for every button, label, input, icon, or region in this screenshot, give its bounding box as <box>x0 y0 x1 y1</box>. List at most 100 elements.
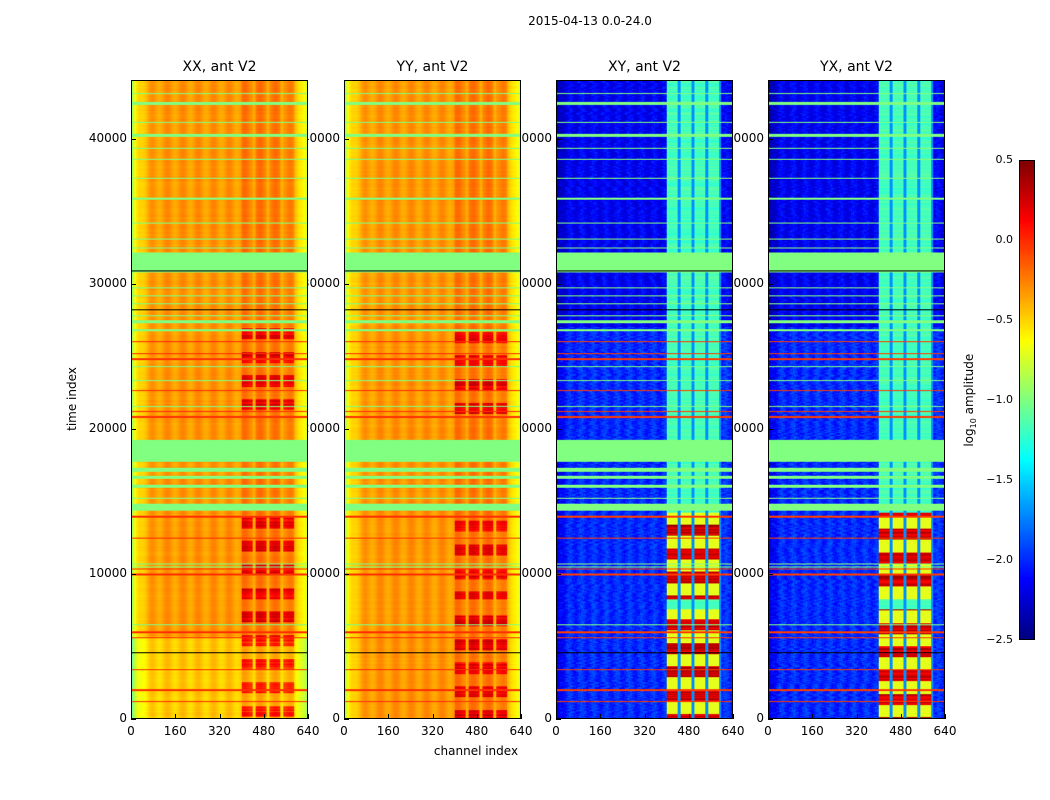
x-tick-mark <box>945 714 946 719</box>
heatmap-xx <box>131 80 308 719</box>
y-tick-label: 40000 <box>88 131 127 145</box>
y-tick-label: 10000 <box>513 566 552 580</box>
x-tick-label: 0 <box>340 724 348 738</box>
x-tick-mark <box>388 714 390 719</box>
y-tick-label: 10000 <box>301 566 340 580</box>
y-tick-mark <box>768 139 773 140</box>
colorbar <box>1019 160 1035 640</box>
y-tick-label: 40000 <box>725 131 764 145</box>
y-tick-label: 0 <box>756 711 764 725</box>
x-tick-label: 320 <box>421 724 444 738</box>
x-tick-mark <box>812 714 814 719</box>
y-tick-mark <box>131 719 136 720</box>
x-tick-mark <box>900 714 902 719</box>
y-tick-mark <box>344 139 349 140</box>
x-axis-label: channel index <box>433 744 519 758</box>
y-tick-label: 40000 <box>513 131 552 145</box>
y-tick-label: 0 <box>332 711 340 725</box>
y-tick-label: 30000 <box>301 276 340 290</box>
y-tick-mark <box>131 284 136 285</box>
x-tick-mark <box>175 714 177 719</box>
panel-title: YX, ant V2 <box>820 59 893 75</box>
x-tick-label: 160 <box>800 724 824 738</box>
y-tick-mark <box>131 574 136 575</box>
panel-title: XY, ant V2 <box>608 59 681 75</box>
x-tick-mark <box>131 714 132 719</box>
colorbar-tick-label: 0.5 <box>995 153 1014 166</box>
y-tick-label: 20000 <box>88 421 127 435</box>
x-tick-mark <box>556 714 557 719</box>
y-tick-mark <box>556 429 561 430</box>
x-tick-mark <box>521 714 522 719</box>
y-tick-label: 0 <box>544 711 552 725</box>
colorbar-tick-label: −2.0 <box>986 553 1013 566</box>
heatmap-yx <box>768 80 945 719</box>
x-tick-label: 160 <box>163 724 187 738</box>
x-tick-label: 640 <box>296 724 320 738</box>
x-tick-mark <box>856 714 858 719</box>
y-tick-mark <box>131 139 136 140</box>
y-tick-label: 20000 <box>301 421 340 435</box>
x-tick-mark <box>733 714 734 719</box>
x-tick-label: 480 <box>465 724 489 738</box>
x-tick-label: 480 <box>889 724 913 738</box>
y-tick-label: 30000 <box>88 276 127 290</box>
y-tick-label: 20000 <box>725 421 764 435</box>
y-tick-mark <box>768 574 773 575</box>
y-tick-label: 0 <box>119 711 127 725</box>
x-tick-label: 480 <box>677 724 701 738</box>
y-tick-mark <box>768 284 773 285</box>
x-tick-mark <box>768 714 769 719</box>
y-tick-mark <box>768 719 773 720</box>
x-tick-label: 0 <box>552 724 560 738</box>
y-tick-mark <box>768 429 773 430</box>
x-tick-mark <box>476 714 478 719</box>
y-tick-label: 10000 <box>88 566 127 580</box>
y-tick-label: 30000 <box>513 276 552 290</box>
x-tick-label: 640 <box>933 724 957 738</box>
x-tick-label: 640 <box>509 724 533 738</box>
figure-title: 2015-04-13 0.0-24.0 <box>528 14 652 28</box>
y-tick-mark <box>344 429 349 430</box>
y-tick-label: 40000 <box>301 131 340 145</box>
y-tick-label: 20000 <box>513 421 552 435</box>
x-tick-label: 320 <box>845 724 868 738</box>
y-tick-mark <box>556 574 561 575</box>
x-tick-mark <box>644 714 646 719</box>
x-tick-label: 160 <box>376 724 400 738</box>
x-tick-label: 320 <box>633 724 656 738</box>
colorbar-tick-label: −1.5 <box>986 473 1013 486</box>
colorbar-tick-label: 0.0 <box>995 233 1014 246</box>
y-tick-mark <box>131 429 136 430</box>
colorbar-tick-label: −1.0 <box>986 393 1013 406</box>
x-tick-label: 320 <box>208 724 231 738</box>
heatmap-yy <box>344 80 521 719</box>
x-tick-label: 640 <box>721 724 745 738</box>
x-tick-label: 0 <box>764 724 772 738</box>
x-tick-label: 0 <box>127 724 135 738</box>
y-tick-mark <box>344 574 349 575</box>
panel-title: YY, ant V2 <box>396 59 469 75</box>
x-tick-label: 480 <box>252 724 276 738</box>
x-tick-mark <box>432 714 434 719</box>
x-tick-label: 160 <box>588 724 612 738</box>
y-tick-mark <box>344 719 349 720</box>
y-tick-mark <box>344 284 349 285</box>
y-tick-label: 30000 <box>725 276 764 290</box>
y-axis-label: time index <box>65 367 79 431</box>
panel-title: XX, ant V2 <box>182 59 257 75</box>
colorbar-tick-label: −2.5 <box>986 633 1013 646</box>
heatmap-xy <box>556 80 733 719</box>
y-tick-mark <box>556 284 561 285</box>
x-tick-mark <box>600 714 602 719</box>
y-tick-label: 10000 <box>725 566 764 580</box>
x-tick-mark <box>344 714 345 719</box>
x-tick-mark <box>308 714 309 719</box>
x-tick-mark <box>688 714 690 719</box>
y-tick-mark <box>556 719 561 720</box>
colorbar-tick-label: −0.5 <box>986 313 1013 326</box>
y-tick-mark <box>556 139 561 140</box>
x-tick-mark <box>219 714 221 719</box>
x-tick-mark <box>263 714 265 719</box>
